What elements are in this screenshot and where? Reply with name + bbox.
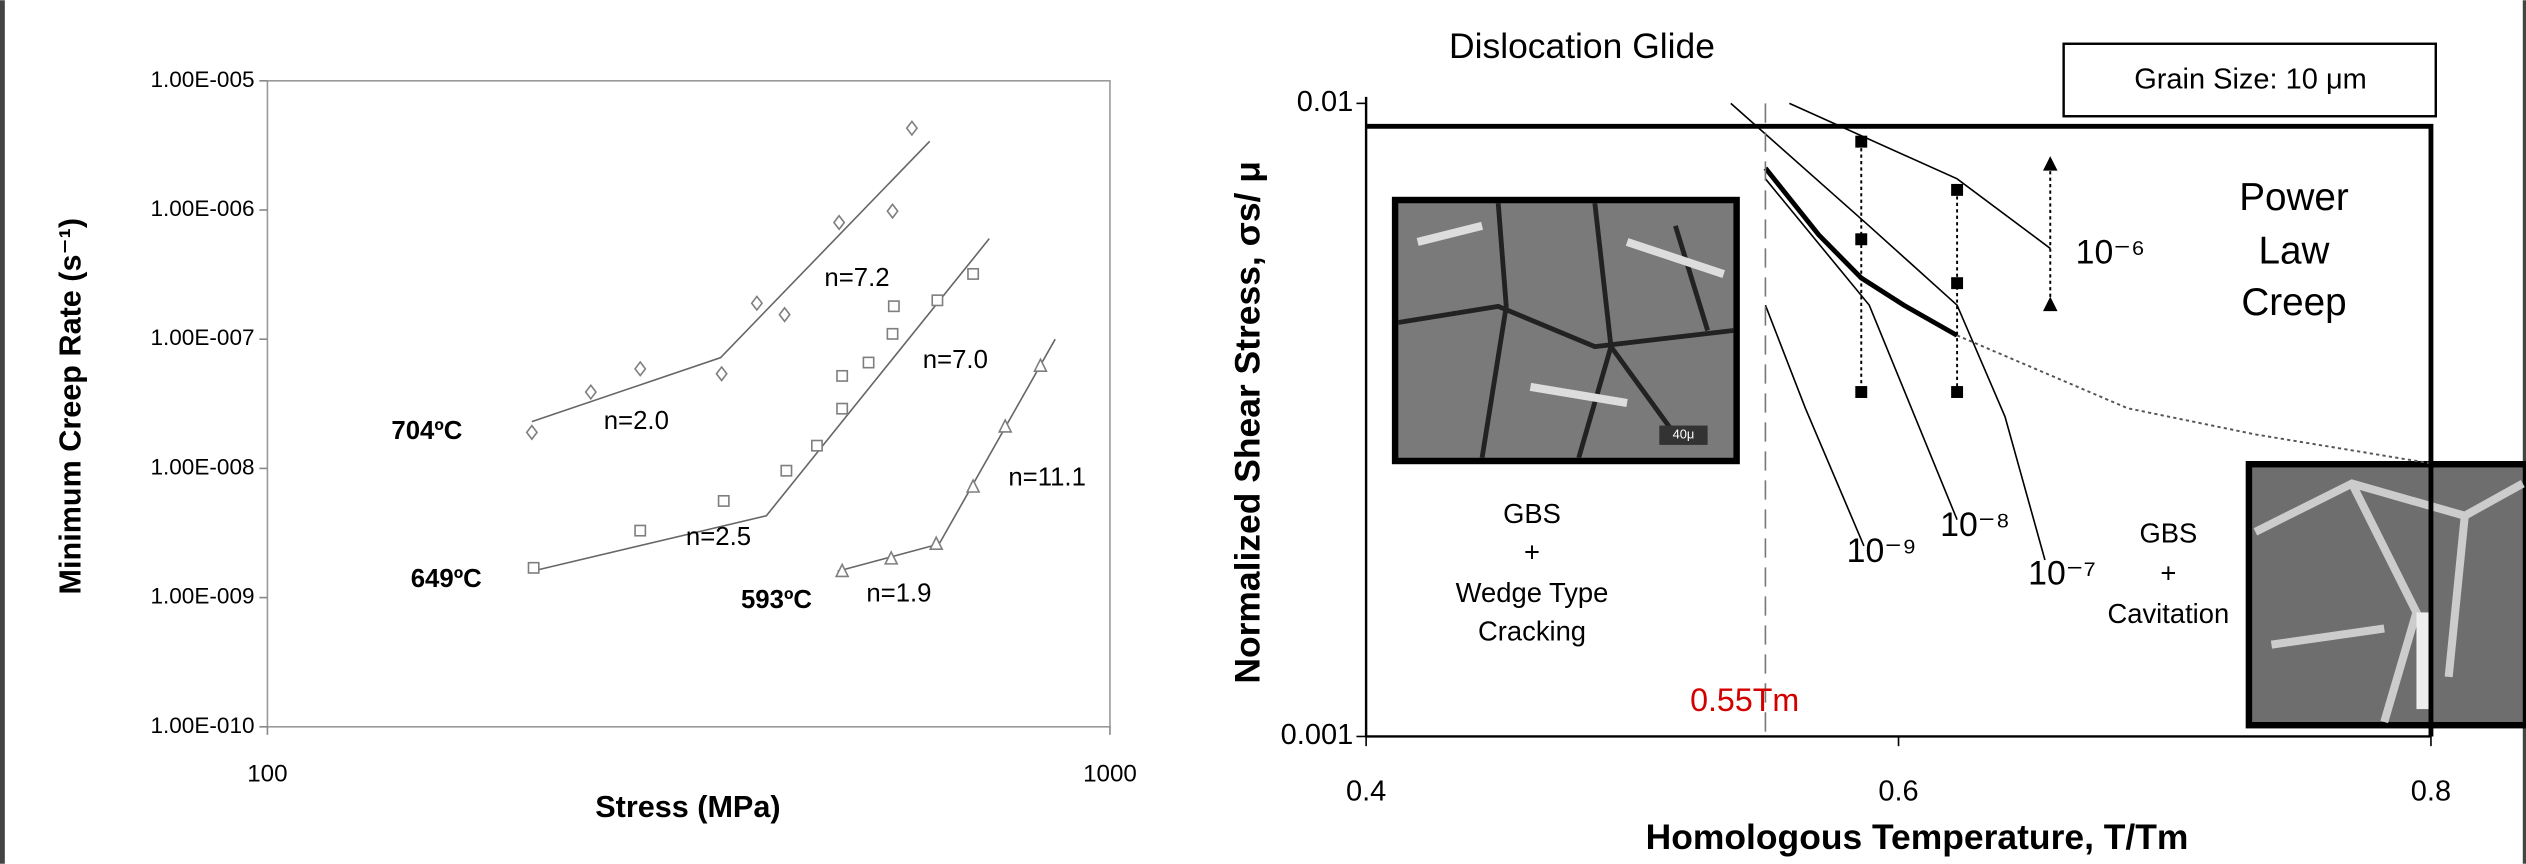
series-label: 593ºC xyxy=(741,586,812,614)
x-tick-label: 0.4 xyxy=(1346,776,1386,808)
x-tick-label: 0.6 xyxy=(1878,776,1918,808)
marker xyxy=(634,360,647,377)
marker xyxy=(750,295,764,312)
marker xyxy=(832,214,846,231)
fit-line xyxy=(837,338,1056,573)
marker xyxy=(527,561,540,574)
annotation: + xyxy=(1524,537,1540,568)
marker xyxy=(965,478,981,493)
right-edge xyxy=(2522,0,2526,864)
x-tick-label: 1000 xyxy=(1083,761,1137,788)
left-edge xyxy=(0,0,5,864)
marker xyxy=(778,306,791,323)
chart-title: Dislocation Glide xyxy=(1449,26,1715,66)
marker xyxy=(834,562,850,578)
line-label: 10⁻⁸ xyxy=(1940,506,2010,544)
y-tick-label: 1.00E-010 xyxy=(150,713,254,738)
annotation: Law xyxy=(2259,229,2331,272)
annotation: 0.55Tm xyxy=(1690,682,1799,718)
micrograph-label: 40μ xyxy=(1673,427,1695,442)
marker xyxy=(886,327,899,340)
marker xyxy=(1855,386,1868,398)
marker xyxy=(780,464,793,477)
line-label: 10⁻⁷ xyxy=(2028,554,2096,592)
line-series xyxy=(1366,123,2434,737)
micrograph-2 xyxy=(2245,460,2526,729)
micrograph-1: 40μ xyxy=(1391,196,1740,465)
line-label: 10⁻⁶ xyxy=(2076,234,2145,272)
series-label: 704ºC xyxy=(391,417,462,445)
marker xyxy=(887,300,900,313)
fit-line xyxy=(531,140,931,423)
marker xyxy=(836,402,849,415)
slope-label: n=11.1 xyxy=(1008,464,1086,492)
line-series xyxy=(1764,178,1958,520)
annotation: Creep xyxy=(2241,281,2346,324)
y-tick-label: 1.00E-005 xyxy=(150,67,254,92)
annotation: Wedge Type xyxy=(1456,577,1609,608)
x-axis-label: Homologous Temperature, T/Tm xyxy=(1646,817,2189,857)
y-tick-label: 1.00E-009 xyxy=(150,584,254,609)
annotation: GBS xyxy=(2139,517,2197,548)
marker xyxy=(886,203,899,220)
marker xyxy=(836,369,849,382)
slope-label: n=1.9 xyxy=(866,580,931,608)
fit-line xyxy=(531,238,990,573)
marker xyxy=(967,267,980,280)
marker xyxy=(928,535,944,550)
marker xyxy=(2043,156,2058,171)
x-axis-label: Stress (MPa) xyxy=(595,790,780,824)
annotation: + xyxy=(2160,558,2176,589)
slope-label: n=2.5 xyxy=(686,523,751,551)
marker xyxy=(811,439,823,452)
marker xyxy=(717,494,730,507)
marker xyxy=(931,294,944,307)
marker xyxy=(1855,135,1868,148)
y-axis-label: Normalized Shear Stress, σs/ μ xyxy=(1227,161,1267,684)
slope-label: n=2.0 xyxy=(604,407,669,435)
marker xyxy=(1855,233,1868,246)
marker xyxy=(715,365,728,382)
line-series xyxy=(1730,102,2046,561)
legend-text: Grain Size: 10 μm xyxy=(2134,63,2367,95)
marker xyxy=(883,550,899,565)
marker xyxy=(525,424,539,441)
line-label: 10⁻⁹ xyxy=(1847,532,1917,570)
marker xyxy=(584,383,597,401)
y-tick-label: 1.00E-007 xyxy=(150,325,254,350)
marker xyxy=(862,356,875,369)
marker xyxy=(634,524,647,537)
marker xyxy=(1951,277,1964,290)
y-tick-label: 1.00E-006 xyxy=(150,196,254,221)
marker xyxy=(1951,183,1964,196)
series-label: 649ºC xyxy=(411,565,482,593)
marker xyxy=(1033,357,1048,372)
annotation: Cavitation xyxy=(2107,598,2229,629)
marker xyxy=(905,120,919,137)
slope-label: n=7.2 xyxy=(824,264,889,292)
legend-box xyxy=(2062,42,2437,118)
y-axis-label: Minimum Creep Rate (s⁻¹) xyxy=(54,218,88,595)
annotation: Power xyxy=(2239,176,2349,219)
annotation: GBS xyxy=(1503,498,1561,529)
x-tick-label: 100 xyxy=(247,761,287,788)
y-tick-label: 1.00E-008 xyxy=(150,454,254,479)
line-series xyxy=(1764,304,1865,547)
x-tick-label: 0.8 xyxy=(2411,776,2451,808)
marker xyxy=(1951,386,1964,398)
line-series xyxy=(1956,334,2432,465)
marker xyxy=(2043,296,2058,312)
annotation: Cracking xyxy=(1478,616,1586,647)
slope-label: n=7.0 xyxy=(923,346,988,374)
marker xyxy=(997,418,1013,433)
y-tick-label: 0.001 xyxy=(1281,719,1354,751)
y-tick-label: 0.01 xyxy=(1297,86,1353,118)
plot-frame xyxy=(266,80,1111,728)
